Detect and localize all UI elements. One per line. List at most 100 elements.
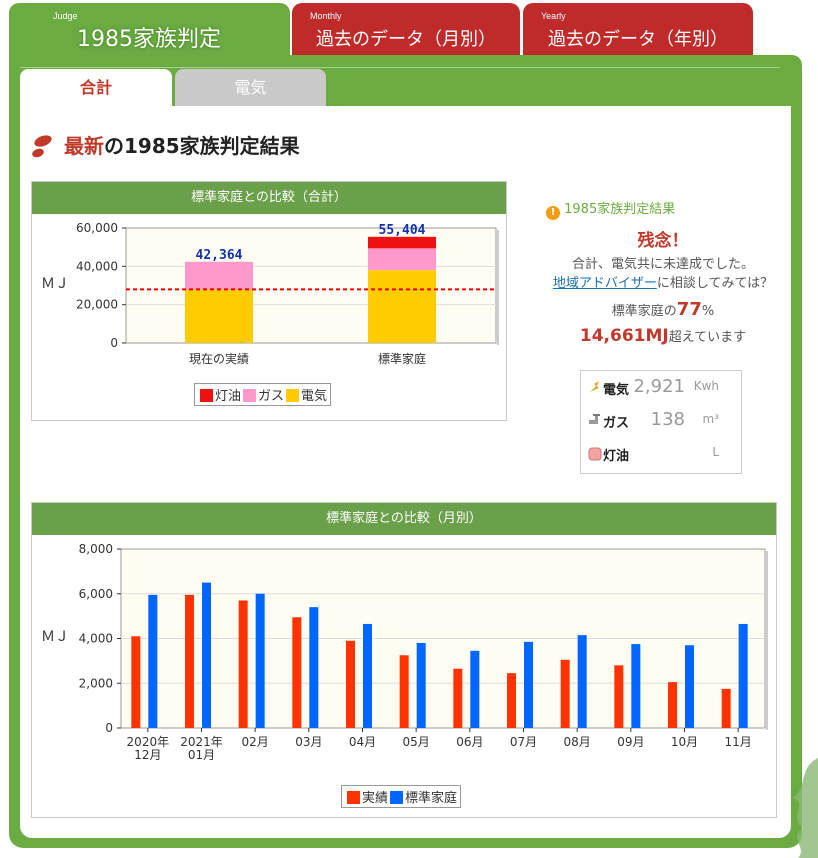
bar bbox=[185, 594, 194, 728]
pct-suffix: % bbox=[701, 304, 715, 319]
result-over: 14,661MJ超えています bbox=[538, 326, 788, 346]
category-label: 10月 bbox=[671, 735, 698, 749]
tree-decoration bbox=[793, 758, 818, 858]
bar bbox=[560, 659, 570, 728]
usage-label-gas: ガス bbox=[603, 416, 630, 431]
bar bbox=[346, 640, 355, 728]
bar bbox=[148, 594, 158, 728]
divider bbox=[20, 67, 780, 68]
category-label: 標準家庭 bbox=[378, 351, 426, 366]
category-label: 11月 bbox=[725, 735, 752, 749]
bar bbox=[255, 593, 265, 728]
usage-label-kerosene: 灯油 bbox=[603, 449, 630, 464]
tab-yearly[interactable]: Yearly 過去のデータ（年別） bbox=[523, 3, 753, 57]
bar-segment bbox=[185, 289, 253, 343]
usage-row-electric: 電気 2,921 Kwh bbox=[587, 373, 735, 403]
result-verdict: 残念！ bbox=[637, 231, 689, 251]
legend-gas: ガス bbox=[258, 389, 285, 404]
bar bbox=[416, 642, 426, 728]
bar bbox=[292, 617, 302, 728]
category-label: 01月 bbox=[188, 748, 215, 762]
bar bbox=[131, 636, 141, 728]
bar bbox=[507, 673, 516, 728]
bar bbox=[363, 623, 372, 728]
usage-row-kerosene: 灯油 L bbox=[587, 439, 735, 469]
category-label: 12月 bbox=[134, 748, 161, 762]
category-label: 05月 bbox=[403, 735, 430, 749]
bar bbox=[399, 655, 409, 728]
chart-total-legend: 灯油 ガス 電気 bbox=[194, 383, 332, 406]
legend-swatch-actual bbox=[347, 791, 360, 804]
chart-monthly-legend: 実績 標準家庭 bbox=[341, 785, 462, 808]
category-label: 09月 bbox=[617, 735, 644, 749]
usage-value-electric: 2,921 bbox=[633, 376, 685, 397]
plot-area bbox=[125, 227, 497, 344]
y-tick-label: 40,000 bbox=[76, 259, 118, 273]
tab-judge[interactable]: Judge 1985家族判定 bbox=[9, 3, 290, 57]
bar-segment bbox=[185, 261, 253, 290]
legend-swatch-standard bbox=[390, 791, 404, 804]
bar bbox=[470, 650, 480, 728]
usage-label-electric: 電気 bbox=[603, 383, 630, 398]
bar-total-label: 42,364 bbox=[196, 248, 243, 263]
category-label: 2020年 bbox=[127, 735, 170, 749]
category-label: 08月 bbox=[564, 735, 591, 749]
tab-yearly-label: 過去のデータ（年別） bbox=[548, 29, 728, 50]
chart-total: 0 20,000 40,000 60,000 42,364 現在の実績 55,404 標準家庭… bbox=[41, 221, 499, 366]
result-line1: 合計、電気共に未達成でした。 bbox=[571, 257, 754, 272]
category-label: 02月 bbox=[242, 735, 269, 749]
bar-segment bbox=[368, 270, 436, 343]
category-label: 06月 bbox=[456, 735, 483, 749]
tab-judge-label: 1985家族判定 bbox=[77, 27, 221, 52]
chart-total-header: 標準家庭との比較（合計） bbox=[32, 182, 506, 214]
y-tick-label: 20,000 bbox=[76, 298, 118, 312]
result-line2: 地域アドバイザーに相談してみては？ bbox=[538, 272, 788, 291]
alert-icon: ! bbox=[546, 206, 560, 220]
y-tick-label: 0 bbox=[110, 336, 118, 350]
subtab-electric[interactable]: 電気 bbox=[175, 69, 326, 107]
subtab-total[interactable]: 合計 bbox=[20, 69, 172, 107]
bar bbox=[738, 623, 748, 728]
usage-unit-kerosene: L bbox=[712, 445, 719, 459]
category-label: 03月 bbox=[295, 735, 322, 749]
advisor-link[interactable]: 地域アドバイザー bbox=[552, 276, 657, 291]
legend-swatch-kerosene bbox=[200, 389, 213, 402]
bar bbox=[309, 607, 319, 728]
tab-monthly[interactable]: Monthly 過去のデータ（月別） bbox=[292, 3, 520, 57]
legend-actual: 実績 bbox=[362, 791, 389, 806]
title-rest: の1985家族判定結果 bbox=[104, 134, 300, 158]
category-label: 現在の実績 bbox=[189, 351, 249, 366]
page-title: 最新の1985家族判定結果 bbox=[64, 130, 300, 159]
y-tick-label: 8,000 bbox=[79, 542, 113, 556]
bar bbox=[524, 641, 533, 728]
result-percent: 標準家庭の77% bbox=[538, 299, 788, 320]
tab-monthly-small: Monthly bbox=[310, 11, 342, 21]
tab-monthly-label: 過去のデータ（月別） bbox=[316, 29, 496, 50]
bar bbox=[631, 644, 641, 728]
pct-prefix: 標準家庭の bbox=[611, 304, 677, 319]
chart-monthly-header: 標準家庭との比較（月別） bbox=[32, 503, 776, 535]
legend-swatch-gas bbox=[243, 389, 257, 402]
result-head-text: 1985家族判定結果 bbox=[564, 202, 676, 217]
tab-judge-small: Judge bbox=[53, 11, 78, 21]
y-tick-label: 60,000 bbox=[76, 221, 118, 235]
usage-box: 電気 2,921 Kwh ガス 138 m³ 灯油 L bbox=[580, 370, 742, 474]
y-tick-label: 2,000 bbox=[79, 676, 113, 690]
result-line2-rest: に相談してみては？ bbox=[656, 276, 774, 291]
plug-icon bbox=[590, 381, 599, 392]
title-highlight: 最新 bbox=[64, 134, 104, 158]
bar-segment bbox=[368, 236, 436, 249]
category-label: 2021年 bbox=[180, 735, 223, 749]
category-label: 04月 bbox=[349, 735, 376, 749]
bar bbox=[668, 682, 677, 728]
legend-kerosene: 灯油 bbox=[215, 389, 242, 404]
kerosene-tank-icon bbox=[588, 447, 602, 461]
y-tick-label: 4,000 bbox=[79, 632, 113, 646]
legend-standard: 標準家庭 bbox=[405, 791, 458, 806]
tab-yearly-small: Yearly bbox=[541, 11, 566, 21]
usage-unit-gas: m³ bbox=[702, 412, 720, 426]
bar bbox=[453, 668, 463, 728]
usage-unit-electric: Kwh bbox=[693, 379, 719, 393]
category-label: 07月 bbox=[510, 735, 537, 749]
